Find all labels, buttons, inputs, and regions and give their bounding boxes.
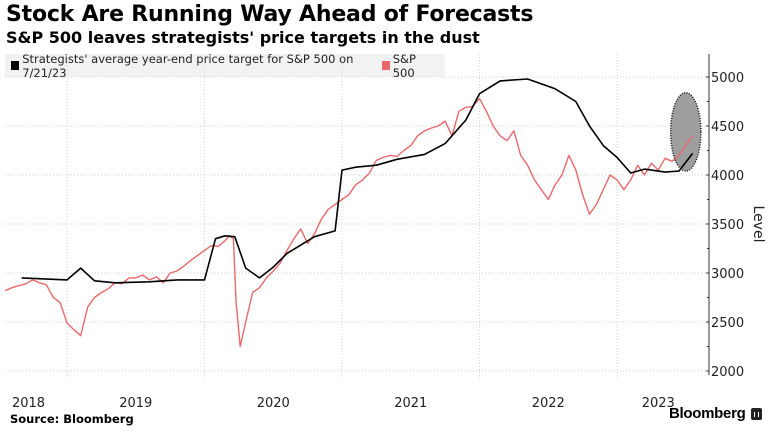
series-line-spx [4,97,694,348]
chart-subtitle: S&P 500 leaves strategists' price target… [6,28,480,47]
legend-swatch-target [11,61,20,70]
brand-text: Bloomberg [669,405,746,422]
legend-item-spx: S&P 500 [381,51,437,80]
series-group [4,78,694,348]
x-tick-label: 2018 [12,396,45,411]
bloomberg-chart-icon [751,407,763,420]
y-tick-label: 3000 [711,267,744,282]
legend-item-target: Strategists' average year-end price targ… [11,52,368,80]
x-tick-label: 2022 [532,396,565,411]
x-tick-label: 2023 [642,396,675,411]
legend: Strategists' average year-end price targ… [5,51,445,80]
y-axis-title: Level [750,206,766,243]
highlight-ellipse [669,91,702,172]
y-tick-label: 3500 [711,218,744,233]
legend-swatch-spx [381,61,390,70]
x-tick-label: 2021 [394,396,427,411]
chart-title: Stock Are Running Way Ahead of Forecasts [6,2,534,27]
series-line-target [21,78,694,284]
y-tick-label: 5000 [711,71,744,86]
x-tick-label: 2020 [257,396,290,411]
highlight-group [669,91,702,172]
y-tick-label: 2500 [711,316,744,331]
y-tick-label: 4500 [711,120,744,135]
x-tick-label: 2019 [119,396,152,411]
y-axis: 2000 2500 3000 3500 4000 4500 5000 [706,54,744,380]
bloomberg-logo: Bloomberg [669,405,763,422]
gridlines [5,54,709,379]
legend-label-target: Strategists' average year-end price targ… [22,51,354,80]
y-tick-label: 4000 [711,169,744,184]
y-tick-label: 2000 [711,365,744,380]
source-note: Source: Bloomberg [10,412,134,426]
x-axis-labels: 2018 2019 2020 2021 2022 2023 [12,396,675,411]
legend-label-spx: S&P 500 [392,51,416,80]
